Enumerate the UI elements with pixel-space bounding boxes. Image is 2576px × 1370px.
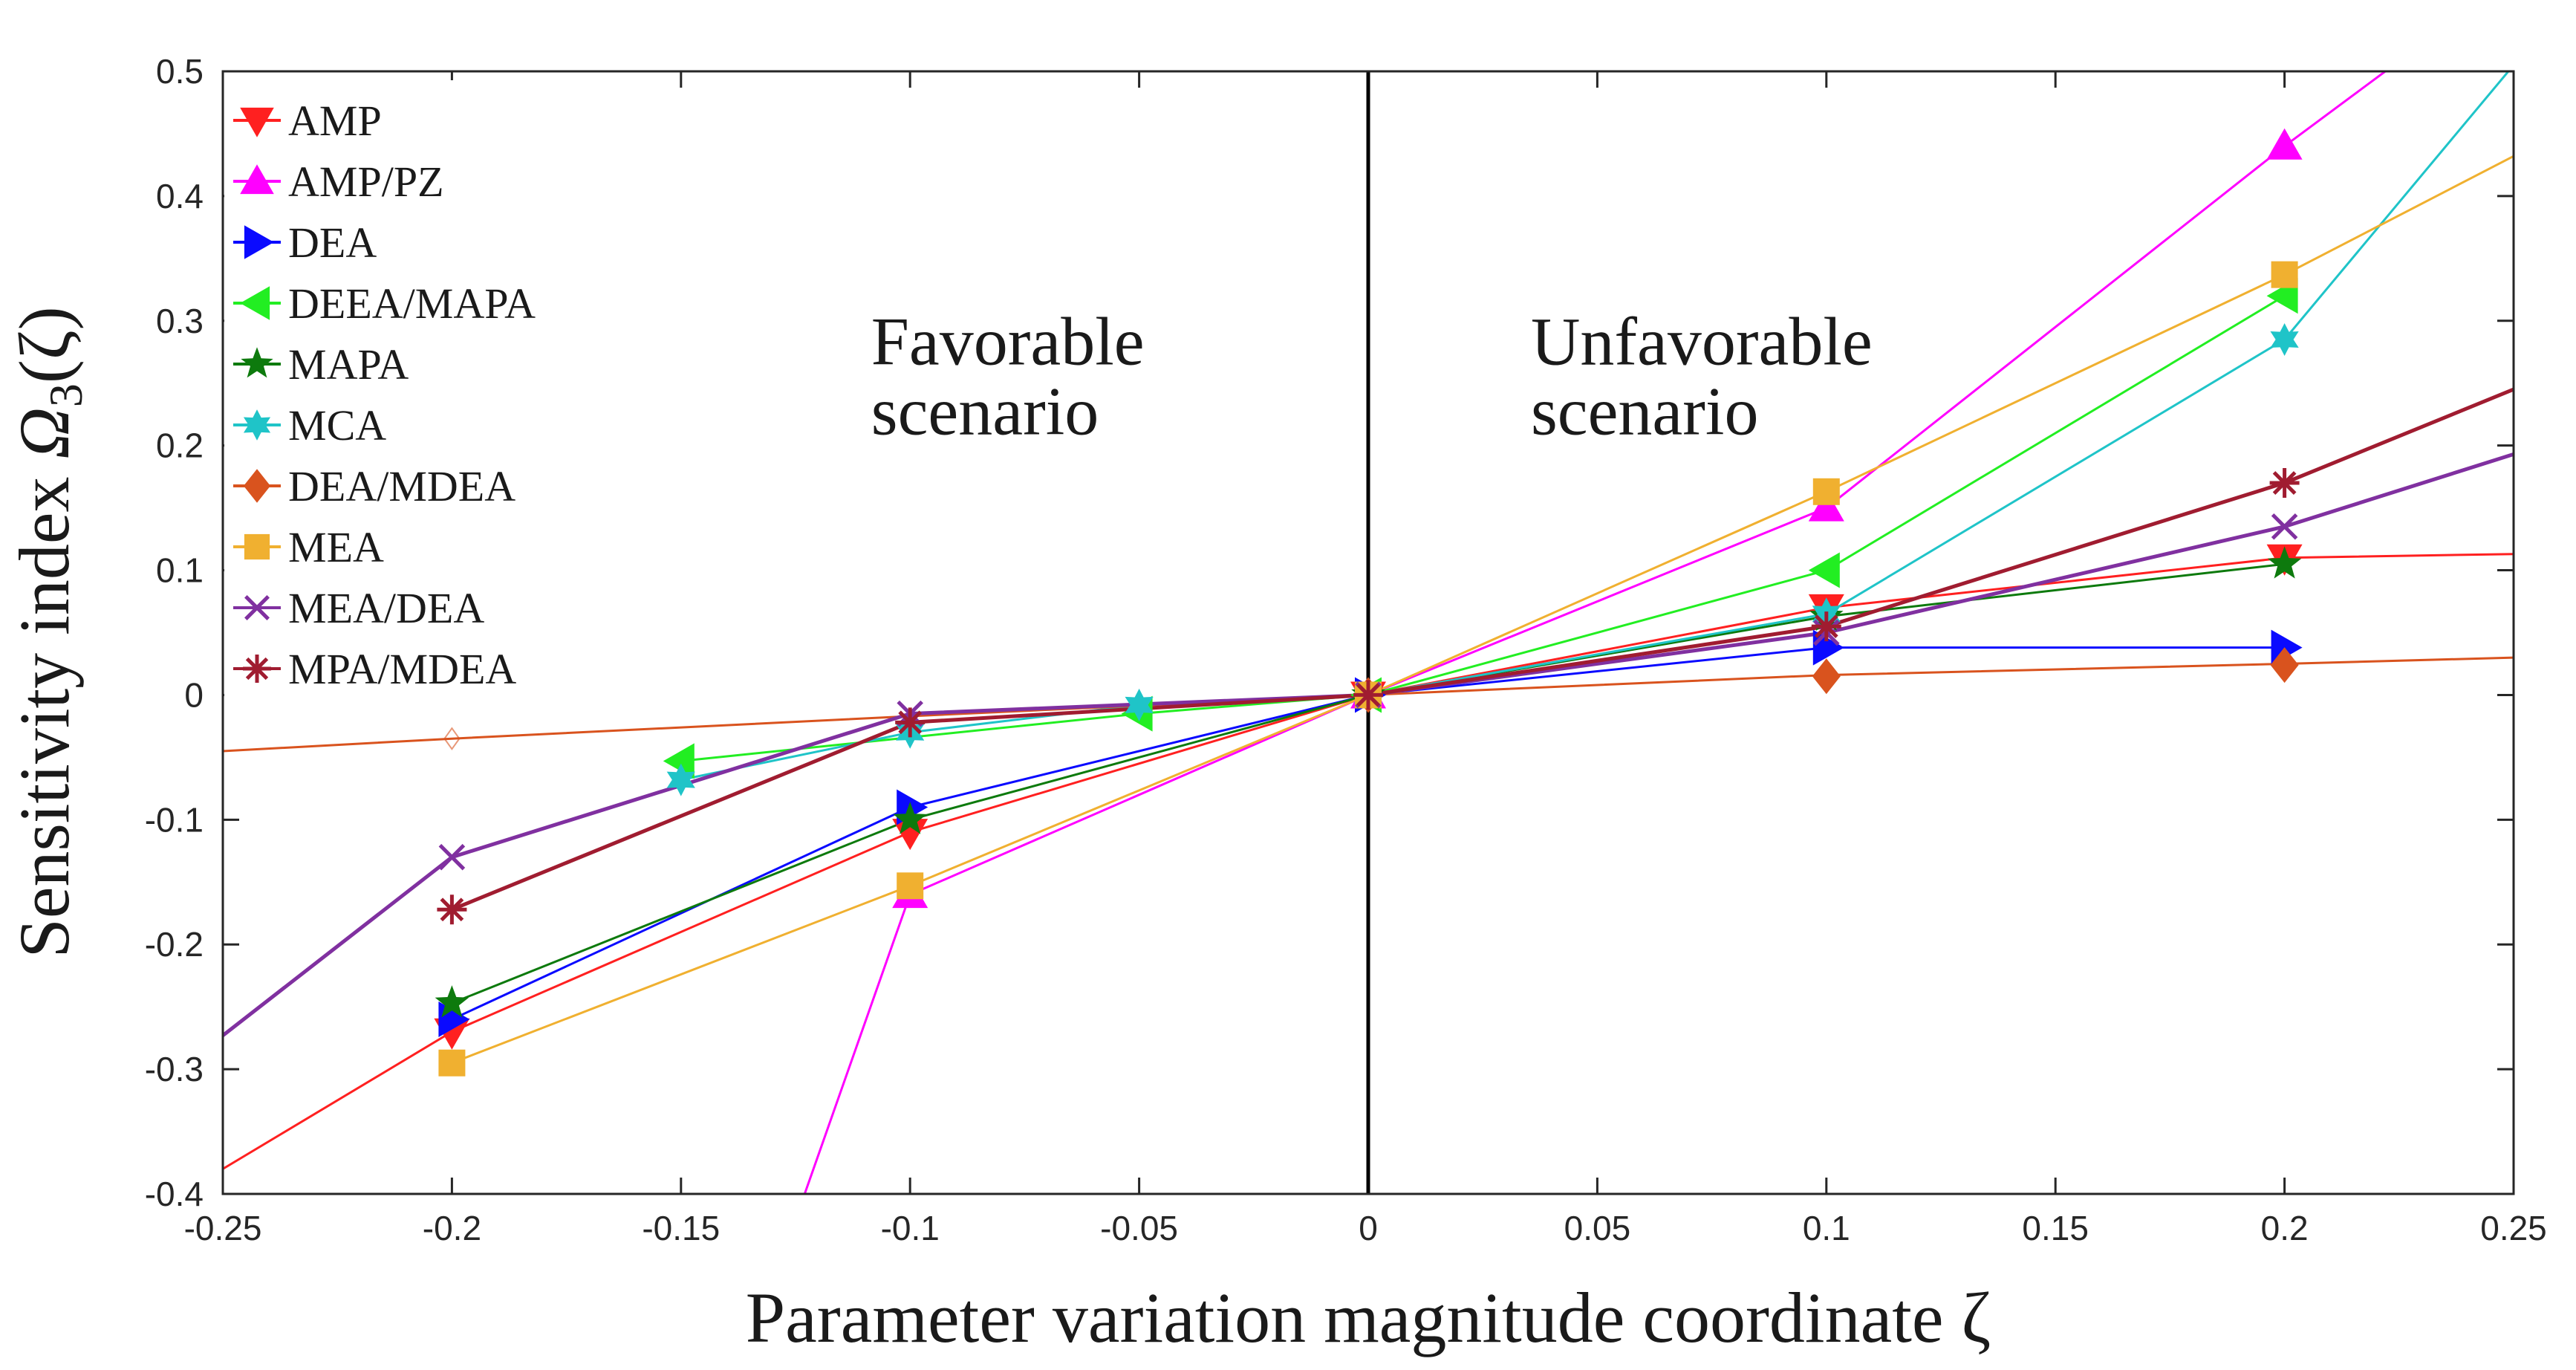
legend-marker-mpa-mdea [243,655,271,683]
legend: AMP AMP/PZ DEA DEEA/MAPA MAPA MCA DEA/MDEA MEA M… [224,80,605,704]
tick-labels: -0.25 -0.2 -0.15 -0.1 -0.05 0 0.05 0.1 0.15 0.2 0.… [145,52,2547,1247]
legend-label-dea-mdea: DEA/MDEA [288,462,515,510]
marker-dea-mdea [1812,658,1841,695]
y-axis-title-subscript: 3 [39,383,92,407]
marker-amp-pz [2266,128,2303,160]
marker-dea-mdea [2270,647,2299,684]
y-tick-label: -0.3 [145,1050,204,1088]
y-tick-label: -0.1 [145,800,204,839]
y-axis-title-symbol: Ω [4,407,84,458]
x-tick-label: 0.25 [2480,1209,2547,1247]
x-tick-label: 0.05 [1564,1209,1631,1247]
legend-label-mapa: MAPA [288,340,409,389]
x-tick-label: -0.25 [184,1209,262,1247]
legend-label-mea-dea: MEA/DEA [288,584,484,632]
favorable-scenario-label: Favorable scenario [871,304,1145,449]
y-axis-title-argument: (ζ) [4,306,84,383]
legend-label-amp-pz: AMP/PZ [288,158,444,206]
marker-mea [897,872,924,900]
series-line-amp-pz [803,71,2387,1194]
marker-mpa-mdea [895,707,926,738]
y-axis-title-main: Sensitivity index [4,459,84,958]
marker-mea [438,1049,466,1077]
legend-marker-amp-pz [240,164,274,195]
marker-mpa-mdea [1353,680,1383,710]
marker-mpa-mdea [2269,468,2300,498]
axes-frame [221,70,2515,1195]
marker-mea-dea [2271,513,2298,540]
x-tick-label: 0.2 [2261,1209,2309,1247]
unfavorable-scenario-label: Unfavorable scenario [1531,304,1873,449]
x-tick-label: 0 [1359,1209,1378,1247]
legend-marker-amp [240,107,274,137]
plot-frame [221,70,2515,1195]
marker-mea [1812,478,1840,505]
marker-mea-dea [438,843,466,871]
x-tick-label: -0.05 [1100,1209,1178,1247]
annotation-line: scenario [871,374,1099,449]
x-tick-label: -0.2 [423,1209,481,1247]
y-tick-label: 0.4 [156,177,204,215]
legend-marker-dea [244,225,274,259]
legend-label-mpa-mdea: MPA/MDEA [288,645,516,693]
marker-layer [434,128,2303,1077]
legend-marker-mapa [241,347,273,378]
marker-mea [2271,261,2298,288]
y-tick-label: 0.3 [156,302,204,340]
marker-mpa-mdea [437,895,467,925]
x-tick-label: -0.15 [642,1209,720,1247]
marker-mca [2270,323,2299,356]
marker-mca [1125,688,1154,721]
legend-label-dea: DEA [288,218,377,267]
y-tick-label: -0.2 [145,925,204,964]
marker-mapa [893,802,927,834]
x-tick-label: 0.1 [1803,1209,1850,1247]
annotation-line: Unfavorable [1531,304,1873,380]
legend-marker-mea-dea [244,595,270,620]
y-tick-label: 0.5 [156,52,204,91]
series-line-mea [451,155,2514,1065]
legend-label-deea-mapa: DEEA/MAPA [288,279,536,328]
marker-amp-pz [1808,490,1844,522]
marker-amp [892,819,928,851]
x-tick-label: 0.15 [2022,1209,2089,1247]
marker-mpa-mdea [1811,611,1841,642]
y-tick-label: -0.4 [145,1175,204,1213]
y-axis-title: Sensitivity index Ω3(ζ) [4,306,92,958]
marker-mapa [2267,546,2302,579]
marker-mapa [435,985,469,1018]
legend-label-amp: AMP [288,97,382,145]
x-tick-label: -0.1 [881,1209,940,1247]
ghost-marker-dea-mdea [443,727,461,750]
series-line-mpa-mdea [451,387,2514,912]
legend-marker-dea-mdea [243,469,271,503]
legend-marker-mca [243,409,271,441]
marker-deea-mapa [1808,552,1840,588]
legend-label-mea: MEA [288,523,384,571]
y-tick-label: 0.2 [156,426,204,465]
legend-box [224,80,605,704]
y-tick-label: 0.1 [156,551,204,590]
marker-mca [666,763,695,796]
legend-marker-mea [244,533,270,560]
annotation-line: scenario [1531,374,1759,449]
y-tick-label: 0 [184,675,204,714]
annotation-line: Favorable [871,304,1145,380]
marker-deea-mapa [663,743,695,779]
legend-marker-deea-mapa [240,286,270,320]
legend-label-mca: MCA [288,401,386,449]
x-axis-title: Parameter variation magnitude coordinate… [746,1278,1991,1357]
